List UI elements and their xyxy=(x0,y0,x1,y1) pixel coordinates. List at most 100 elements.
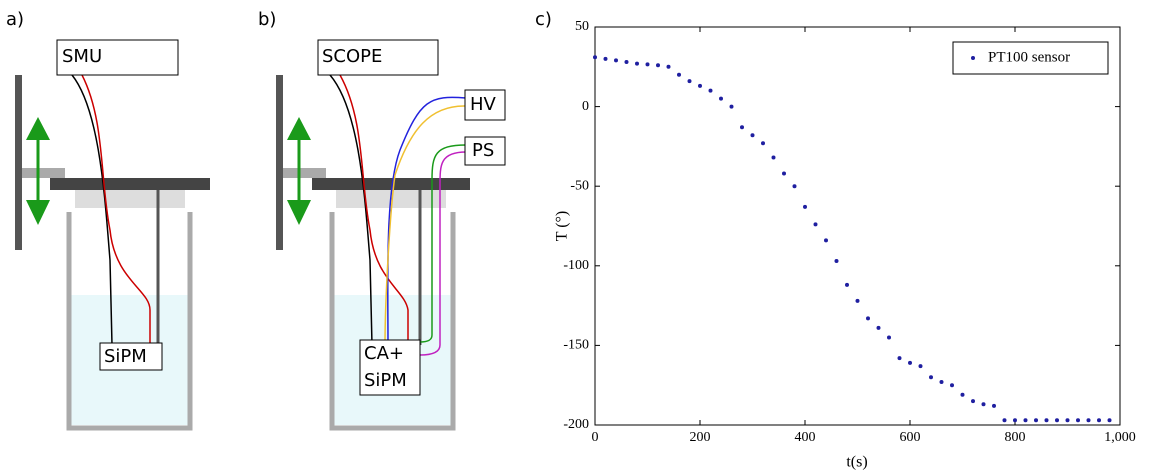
data-point xyxy=(635,61,639,66)
stand xyxy=(276,75,283,250)
arrow-head xyxy=(26,117,50,225)
shelf xyxy=(283,168,326,178)
data-point xyxy=(813,222,818,227)
data-point xyxy=(834,259,839,264)
x-tick-label: 600 xyxy=(900,430,921,445)
data-point xyxy=(687,79,692,84)
data-point xyxy=(950,383,954,388)
data-point xyxy=(666,64,671,69)
data-point xyxy=(1013,418,1017,423)
arrow-head xyxy=(287,117,311,225)
y-axis-label: T (°) xyxy=(554,211,571,242)
data-point xyxy=(908,360,912,365)
data-point xyxy=(981,402,986,407)
lid xyxy=(75,190,185,208)
plot-frame xyxy=(594,26,1121,426)
box-label: HV xyxy=(470,94,497,115)
plate xyxy=(50,178,210,190)
data-point xyxy=(698,83,702,88)
data-point xyxy=(1002,418,1007,423)
box-label: SiPM xyxy=(104,346,147,367)
x-axis-label: t(s) xyxy=(846,454,867,471)
data-point xyxy=(719,96,723,101)
data-point xyxy=(656,63,660,68)
box xyxy=(464,89,506,121)
wire xyxy=(71,74,113,346)
data-point xyxy=(876,325,881,330)
box-label: CA+ xyxy=(364,343,404,364)
panel-label: a) xyxy=(6,9,24,30)
legend-marker xyxy=(971,56,975,60)
data-point xyxy=(845,282,849,287)
box xyxy=(464,136,506,166)
data-point xyxy=(803,204,807,209)
data-point xyxy=(708,88,713,93)
y-tick-label: 0 xyxy=(582,99,589,114)
data-point xyxy=(887,335,891,340)
data-point xyxy=(761,141,765,146)
dewar xyxy=(329,212,456,431)
wire xyxy=(419,151,467,356)
data-point xyxy=(729,104,734,109)
data-point xyxy=(593,55,597,60)
diagram-b: b) SCOPE HV PS CA+ SiPM xyxy=(258,9,506,431)
legend-box xyxy=(952,41,1109,75)
data-point xyxy=(1055,418,1059,423)
box xyxy=(56,39,179,76)
y-tick-label: -150 xyxy=(563,338,589,353)
data-point xyxy=(971,399,975,404)
wire xyxy=(329,74,373,346)
stand xyxy=(15,75,22,250)
box-label: SCOPE xyxy=(322,46,382,67)
data-point xyxy=(1097,418,1101,423)
x-tick-label: 400 xyxy=(795,430,816,445)
x-tick-label: 200 xyxy=(690,430,711,445)
data-point xyxy=(614,58,618,63)
data-point xyxy=(603,56,608,61)
data-point xyxy=(1023,418,1028,423)
box-label: SMU xyxy=(62,46,102,67)
box xyxy=(99,342,163,371)
data-point xyxy=(782,171,786,176)
data-point xyxy=(645,62,650,67)
data-point xyxy=(824,238,828,243)
diagram-a: a) SMU SiPM xyxy=(6,9,210,431)
y-tick-label: -100 xyxy=(563,258,589,273)
wire xyxy=(384,105,467,346)
data-point xyxy=(677,72,681,77)
plate xyxy=(312,178,470,190)
wire xyxy=(419,144,467,343)
dewar xyxy=(66,212,193,431)
data-point xyxy=(750,133,755,138)
data-point xyxy=(960,392,965,397)
data-point xyxy=(929,375,933,380)
data-point xyxy=(1044,418,1049,423)
data-point xyxy=(992,403,996,408)
y-tick-label: -200 xyxy=(563,417,589,432)
data-point xyxy=(1107,418,1112,423)
data-point xyxy=(1034,418,1038,423)
legend-label: PT100 sensor xyxy=(988,49,1070,65)
data-point xyxy=(918,364,923,369)
data-point xyxy=(897,356,902,361)
data-point xyxy=(866,316,870,321)
x-tick-label: 0 xyxy=(592,430,599,445)
box-label: PS xyxy=(472,140,494,161)
data-point xyxy=(1086,418,1091,423)
data-point xyxy=(624,60,629,65)
y-tick-label: -50 xyxy=(570,178,589,193)
data-point xyxy=(1076,418,1080,423)
data-point xyxy=(771,155,776,160)
data-point xyxy=(792,184,797,189)
wire xyxy=(81,74,151,345)
data-point xyxy=(855,298,860,303)
box xyxy=(317,39,439,76)
shelf xyxy=(22,168,65,178)
panel-label: b) xyxy=(258,9,276,30)
wire xyxy=(339,74,409,345)
box-label: SiPM xyxy=(364,370,407,391)
data-point xyxy=(1065,418,1070,423)
panel-label: c) xyxy=(535,9,552,30)
data-point xyxy=(939,380,944,385)
